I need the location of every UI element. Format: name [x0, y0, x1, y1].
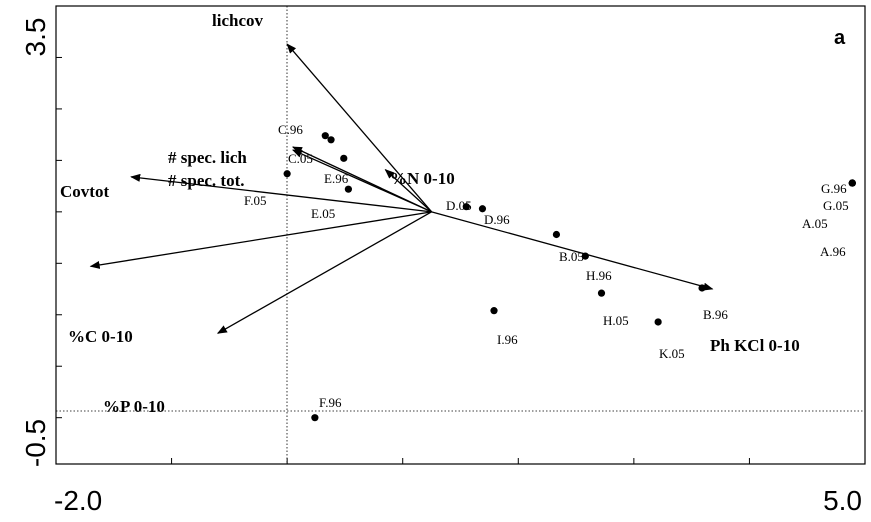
plot-area: [55, 5, 866, 465]
panel-label: a: [834, 27, 846, 49]
sample-label-d-05: D.05: [446, 198, 472, 213]
vector-lichcov: [286, 43, 433, 213]
sample-labels: C.96 C.05 E.96 F.05 E.05 D.05 D.96 B.05H.96 H.05…: [244, 122, 849, 410]
sample-label-f-96: F.96: [319, 395, 342, 410]
y-tick-label-max: 3.5: [20, 18, 51, 57]
sample-label-a-96: A.96: [820, 244, 846, 259]
sample-label-a-05: A.05: [802, 216, 828, 231]
sample-point-h-05: [597, 289, 606, 297]
vector-labels: lichcov # spec. lich # spec. tot. Covtot %N …: [60, 11, 800, 416]
sample-label-d-96: D.96: [484, 212, 510, 227]
vector-covtot: [130, 173, 432, 213]
sample-point-f-05: [283, 170, 291, 178]
vector-label-n-0-10: %N 0-10: [390, 169, 455, 188]
sample-label-i-96: I.96: [497, 332, 518, 347]
vector-ph-kcl-0-10: [431, 211, 714, 291]
vector-p-0-10: [216, 211, 432, 334]
sample-label-c-05: C.05: [288, 151, 313, 166]
vector-label-spec-tot: # spec. tot.: [168, 171, 244, 190]
sample-label-k-05: K.05: [659, 346, 685, 361]
sample-label-h-96: H.96: [586, 268, 612, 283]
sample-point-b-96: [698, 284, 706, 292]
sample-label-g-05: G.05: [823, 198, 849, 213]
plot-frame: [55, 5, 866, 465]
x-axis-tick-labels: -2.0 5.0: [54, 485, 862, 516]
vector-spec-tot: [292, 149, 432, 213]
sample-point-f-96: [311, 414, 319, 422]
x-tick-label-min: -2.0: [54, 485, 102, 516]
vector-label-p-0-10: %P 0-10: [103, 397, 165, 416]
vector-label-ph-kcl-0-10: Ph KCl 0-10: [710, 336, 800, 355]
sample-point-c-96: [321, 132, 329, 140]
sample-point-d-05: [462, 203, 470, 211]
sample-point-a-96: [848, 179, 856, 187]
sample-label-b-05: B.05: [559, 249, 584, 264]
y-tick-label-min: -0.5: [20, 419, 51, 467]
sample-point-d-96: [478, 205, 487, 213]
sample-point-b-05: [552, 230, 561, 239]
sample-points: [283, 132, 856, 422]
vector-c-0-10: [89, 211, 432, 269]
vector-label-spec-lich: # spec. lich: [168, 148, 247, 167]
sample-point-e-96: [340, 154, 348, 162]
sample-point-h-96: [581, 252, 589, 260]
axis-ticks: [56, 5, 750, 464]
sample-label-g-96: G.96: [821, 181, 847, 196]
vector-n-0-10: [384, 168, 433, 213]
y-axis-tick-labels: 3.5 -0.5: [20, 18, 51, 468]
sample-label-f-05: F.05: [244, 193, 266, 208]
vector-arrows: [89, 43, 714, 334]
sample-label-e-96: E.96: [324, 171, 349, 186]
sample-label-h-05: H.05: [603, 313, 629, 328]
sample-point-k-05: [654, 318, 662, 326]
vector-label-c-0-10: %C 0-10: [68, 327, 133, 346]
sample-point-i-96: [490, 307, 498, 315]
sample-point-e-05: [344, 185, 352, 193]
vector-label-lichcov: lichcov: [212, 11, 263, 30]
x-tick-label-max: 5.0: [823, 485, 862, 516]
vector-label-covtot: Covtot: [60, 182, 109, 201]
sample-label-e-05: E.05: [311, 206, 335, 221]
sample-point-c-05: [327, 136, 335, 144]
sample-label-b-96: B.96: [703, 307, 728, 322]
sample-label-c-96: C.96: [278, 122, 303, 137]
